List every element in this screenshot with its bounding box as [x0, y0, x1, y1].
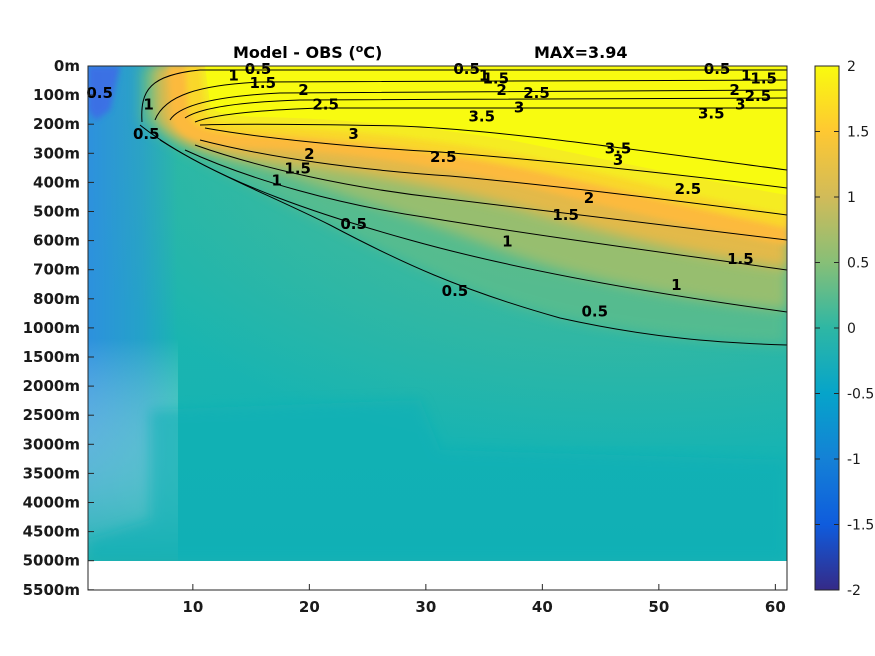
y-tick-label: 600m: [33, 232, 80, 250]
contour-label: 0.5: [442, 282, 469, 300]
chart-title-unit: C): [363, 43, 382, 62]
contour-label: 3.5: [468, 107, 495, 125]
y-tick-label: 2500m: [23, 406, 80, 424]
contour-label: 3.5: [605, 139, 632, 157]
colorbar-tick-label: 0: [847, 321, 856, 337]
y-tick-label: 5000m: [23, 552, 80, 570]
contour-label: 1: [502, 232, 512, 250]
max-label: MAX=3.94: [534, 43, 628, 62]
contour-label: 2: [304, 145, 314, 163]
colorbar: 2 1.5 1 0.5 0 -0.5 -1 -1.5 -2: [814, 59, 874, 599]
contour-label: 3: [348, 125, 358, 143]
contour-label: 2: [584, 189, 594, 207]
contour-label: 1: [671, 276, 681, 294]
y-tick-label: 500m: [33, 203, 80, 221]
y-tick-label: 4000m: [23, 494, 80, 512]
y-tick-label: 200m: [33, 115, 80, 133]
y-tick-label: 3500m: [23, 464, 80, 482]
contour-label: 0.5: [704, 60, 731, 78]
chart-title: Model - OBS (oC): [233, 42, 382, 63]
contour-label: 1: [228, 67, 238, 85]
colorbar-ticks: 2 1.5 1 0.5 0 -0.5 -1 -1.5 -2: [815, 59, 874, 599]
x-tick-label: 60: [765, 598, 786, 616]
contour-label: 0.5: [453, 60, 480, 78]
contour-label: 1.5: [727, 250, 754, 268]
contour-label: 1: [272, 171, 282, 189]
contour-label: 1.5: [284, 160, 311, 178]
colorbar-tick-label: 0.5: [847, 256, 869, 272]
contour-label: 3.5: [698, 104, 725, 122]
contour-label: 1.5: [552, 206, 579, 224]
contour-label: 0.5: [133, 125, 160, 143]
contour-label: 2.5: [523, 84, 550, 102]
x-axis: 10 20 30 40 50 60: [182, 584, 786, 616]
y-axis: 0m 100m 200m 300m 400m 500m 600m 700m 800m 1000m 1…: [23, 57, 94, 599]
y-tick-label: 1500m: [23, 348, 80, 366]
colorbar-tick-label: 1: [847, 190, 856, 206]
x-tick-label: 20: [299, 598, 320, 616]
y-tick-label: 0m: [54, 57, 80, 75]
contour-label: 1: [741, 67, 751, 85]
y-tick-label: 3000m: [23, 435, 80, 453]
y-tick-label: 1000m: [23, 319, 80, 337]
contour-lines: [139, 69, 787, 346]
contour-label: 2.5: [745, 87, 772, 105]
y-tick-label: 700m: [33, 261, 80, 279]
x-tick-label: 30: [415, 598, 436, 616]
contour-label: 0.5: [340, 215, 367, 233]
contour-label: 1: [479, 67, 489, 85]
contour-label: 2: [298, 81, 308, 99]
chart-title-text: Model - OBS (: [233, 43, 356, 62]
x-tick-label: 40: [532, 598, 553, 616]
contour-label: 2: [729, 81, 739, 99]
contour-label: 3: [735, 96, 745, 114]
contour-label: 1.5: [249, 74, 276, 92]
contour-label: 0.5: [245, 60, 272, 78]
colorbar-tick-label: -1: [847, 452, 861, 468]
y-tick-label: 300m: [33, 144, 80, 162]
plot-area: 0.51 1.5 22.533.52.521.510.510.50.50.511.5…: [23, 57, 788, 616]
y-tick-label: 100m: [33, 86, 80, 104]
colorbar-tick-label: -0.5: [847, 387, 874, 403]
colorbar-tick-label: 2: [847, 59, 856, 75]
contour-label: 2.5: [312, 96, 339, 114]
colorbar-tick-label: -2: [847, 583, 861, 599]
contour-label: 2.5: [430, 148, 457, 166]
heatmap-field: [88, 66, 787, 561]
y-tick-label: 800m: [33, 290, 80, 308]
contour-label: 1.5: [482, 69, 509, 87]
x-tick-label: 10: [182, 598, 203, 616]
x-tick-label: 50: [648, 598, 669, 616]
colorbar-tick-label: -1.5: [847, 518, 874, 534]
contour-label: 2: [496, 81, 506, 99]
contour-label: 0.5: [86, 84, 113, 102]
y-tick-label: 5500m: [23, 581, 80, 599]
contour-label: 1: [143, 96, 153, 114]
contour-label: 3: [613, 151, 623, 169]
y-tick-label: 400m: [33, 173, 80, 191]
contour-label: 2.5: [675, 180, 702, 198]
contour-label: 1.5: [750, 69, 777, 87]
y-tick-label: 4500m: [23, 523, 80, 541]
contour-labels: 0.51 1.5 22.533.52.521.510.510.50.50.511.5…: [86, 60, 777, 320]
contour-label: 3: [514, 99, 524, 117]
y-tick-label: 2000m: [23, 377, 80, 395]
colorbar-tick-label: 1.5: [847, 125, 869, 141]
chart-title-superscript: o: [356, 42, 364, 55]
contour-label: 0.5: [581, 302, 608, 320]
